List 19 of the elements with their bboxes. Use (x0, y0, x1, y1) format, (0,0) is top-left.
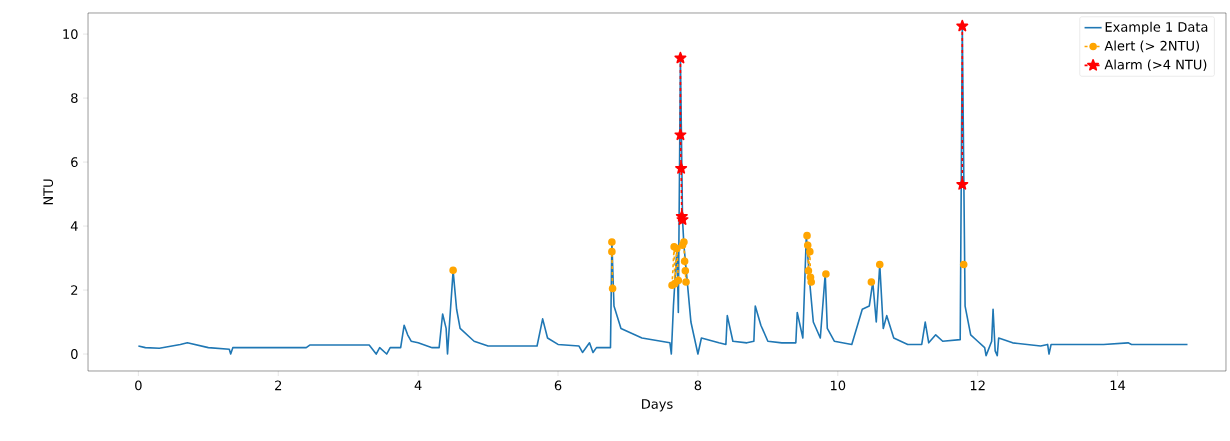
x-tick-label: 12 (970, 380, 985, 391)
x-tick-label: 8 (694, 380, 702, 391)
y-axis-title: NTU (43, 179, 54, 205)
y-tick-label: 6 (71, 157, 78, 167)
x-tick-label: 6 (554, 380, 562, 391)
x-tick-label: 2 (275, 380, 282, 391)
x-tick-label: 0 (135, 380, 142, 391)
x-tick-label: 10 (830, 380, 846, 391)
y-tick-label: 0 (71, 349, 78, 359)
y-tick-label: 4 (70, 221, 78, 231)
x-tick-label: 4 (414, 380, 422, 390)
y-tick-label: 10 (63, 29, 78, 40)
x-axis-title: Days (642, 399, 673, 412)
y-tick-label: 8 (71, 93, 78, 104)
x-tick-label: 14 (1110, 380, 1126, 390)
legend-label: Alarm (>4 NTU) (1104, 59, 1207, 72)
legend-label: Example 1 Data (1105, 21, 1208, 35)
y-tick-label: 2 (71, 285, 78, 295)
legend-label: Alert (> 2NTU) (1104, 40, 1199, 53)
